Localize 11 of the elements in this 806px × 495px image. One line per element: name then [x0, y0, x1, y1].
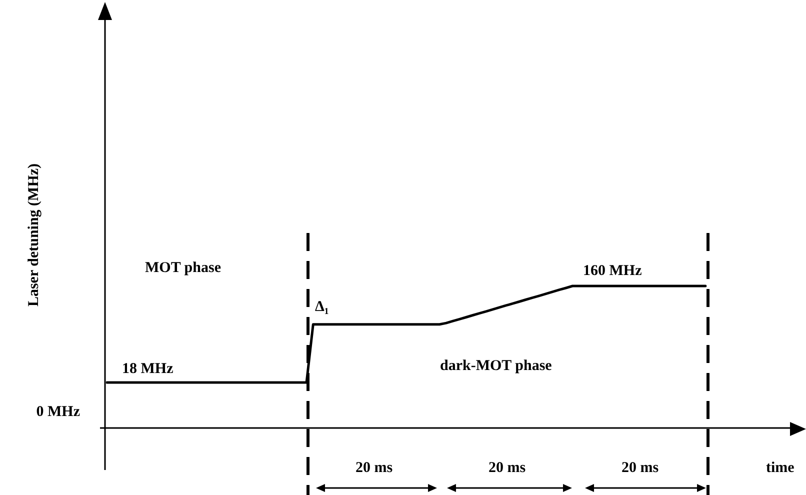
text: 0 MHz	[36, 404, 80, 420]
x-axis-title: time	[766, 460, 795, 476]
annotation: Δ₁	[315, 299, 329, 315]
annotation: 18 MHz	[122, 361, 174, 377]
text: 20 ms	[621, 460, 659, 476]
text: 160 MHz	[583, 263, 642, 279]
text: 20 ms	[355, 460, 393, 476]
text: MOT phase	[145, 260, 222, 276]
text: 20 ms	[488, 460, 526, 476]
annotation: dark-MOT phase	[440, 358, 552, 374]
y-axis-title: Laser detuning (MHz)	[26, 163, 42, 307]
